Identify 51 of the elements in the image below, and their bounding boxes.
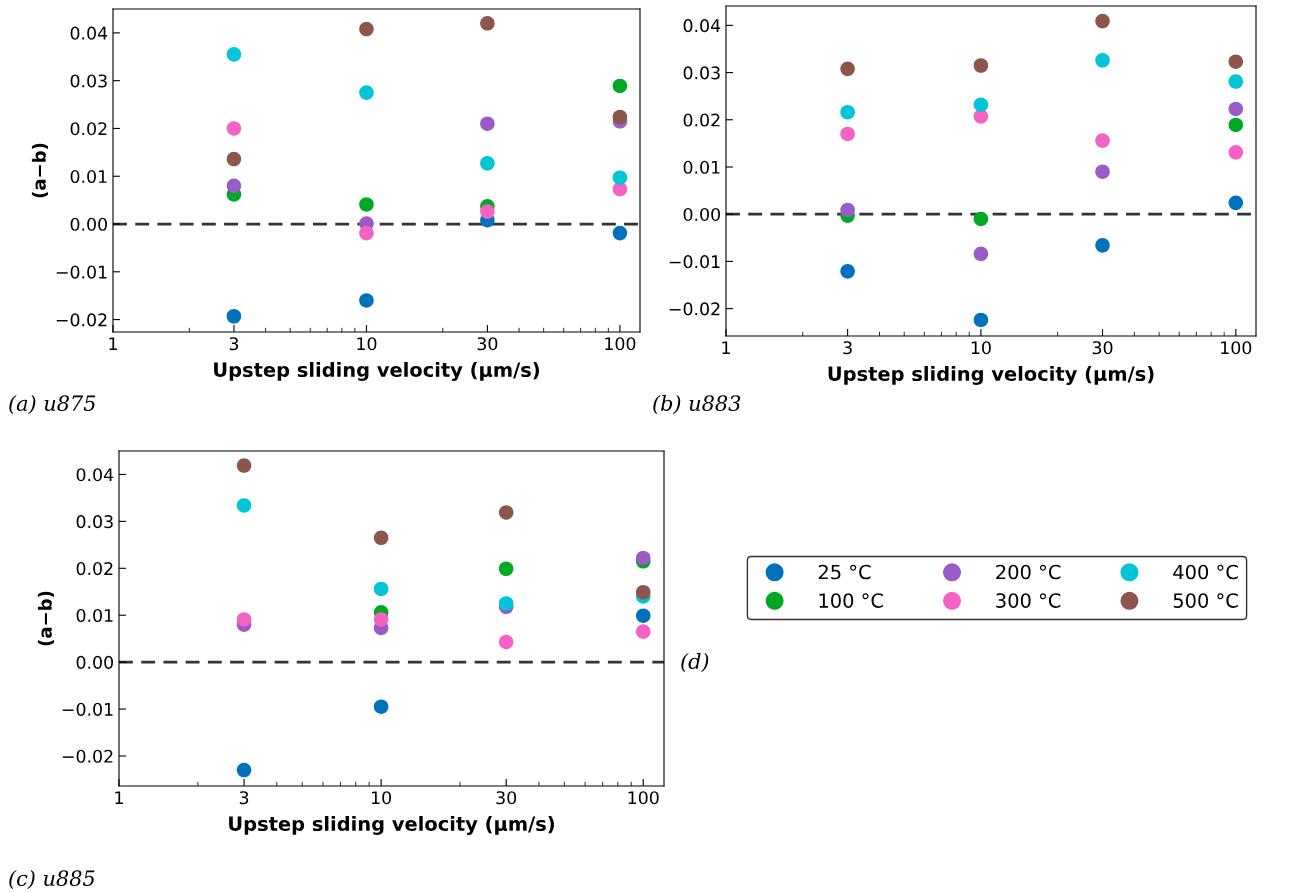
text: (d) — [681, 652, 709, 672]
y-tick-label: −0.01 — [669, 255, 720, 269]
legend-label: 100 °C — [819, 593, 883, 608]
y-tick-label: −0.02 — [62, 749, 113, 763]
y-tick-label: 0.02 — [76, 562, 113, 576]
y-tick-label: 0.02 — [70, 122, 107, 136]
x-tick-label: 30 — [496, 791, 517, 805]
x-axis-title: Upstep sliding velocity (μm/s) — [828, 366, 1154, 385]
y-tick-label: −0.01 — [56, 265, 107, 279]
x-axis-title: Upstep sliding velocity (μm/s) — [229, 816, 554, 835]
legend-label: 500 °C — [1173, 593, 1238, 608]
y-tick-label: 0.00 — [70, 217, 107, 231]
y-axis-title: (a−b) — [37, 591, 55, 646]
y-tick-label: 0.00 — [683, 207, 720, 222]
legend-label: 300 °C — [996, 593, 1061, 608]
legend-label: 400 °C — [1173, 564, 1238, 580]
x-tick-label: 100 — [628, 791, 659, 805]
y-tick-label: −0.01 — [62, 702, 113, 716]
y-tick-label: 0.04 — [76, 468, 114, 482]
legend-label: 200 °C — [996, 564, 1061, 580]
x-tick-label: 100 — [605, 337, 636, 351]
y-tick-label: 0.04 — [70, 26, 108, 40]
y-tick-label: 0.02 — [683, 113, 720, 127]
x-tick-label: 30 — [1092, 341, 1113, 355]
y-tick-label: 0.04 — [683, 19, 721, 33]
x-tick-label: 1 — [722, 341, 730, 355]
x-tick-label: 10 — [971, 341, 991, 355]
y-tick-label: 0.00 — [76, 655, 113, 669]
text: (c) u885 — [9, 869, 95, 889]
y-tick-label: −0.02 — [56, 313, 107, 327]
x-tick-label: 3 — [229, 337, 239, 351]
x-tick-label: 1 — [109, 337, 117, 351]
y-tick-label: 0.01 — [683, 160, 720, 174]
x-tick-label: 100 — [1221, 341, 1252, 355]
y-tick-label: 0.03 — [70, 74, 107, 88]
y-tick-label: 0.03 — [76, 515, 113, 529]
y-tick-label: 0.01 — [76, 608, 113, 623]
x-axis-title: Upstep sliding velocity (μm/s) — [214, 362, 539, 381]
y-tick-label: 0.03 — [683, 66, 720, 80]
y-tick-label: −0.02 — [669, 302, 720, 316]
x-tick-label: 30 — [477, 337, 498, 351]
y-tick-label: 0.01 — [70, 169, 107, 184]
text: (b) u883 — [653, 394, 741, 414]
legend-label: 25 °C — [818, 564, 871, 580]
x-tick-label: 3 — [843, 341, 852, 355]
x-tick-label: 10 — [357, 337, 377, 351]
x-tick-label: 10 — [371, 791, 392, 805]
text: (a) u875 — [9, 394, 96, 414]
y-axis-title: (a−b) — [31, 143, 49, 198]
x-tick-label: 1 — [115, 791, 123, 805]
x-tick-label: 3 — [239, 791, 249, 805]
